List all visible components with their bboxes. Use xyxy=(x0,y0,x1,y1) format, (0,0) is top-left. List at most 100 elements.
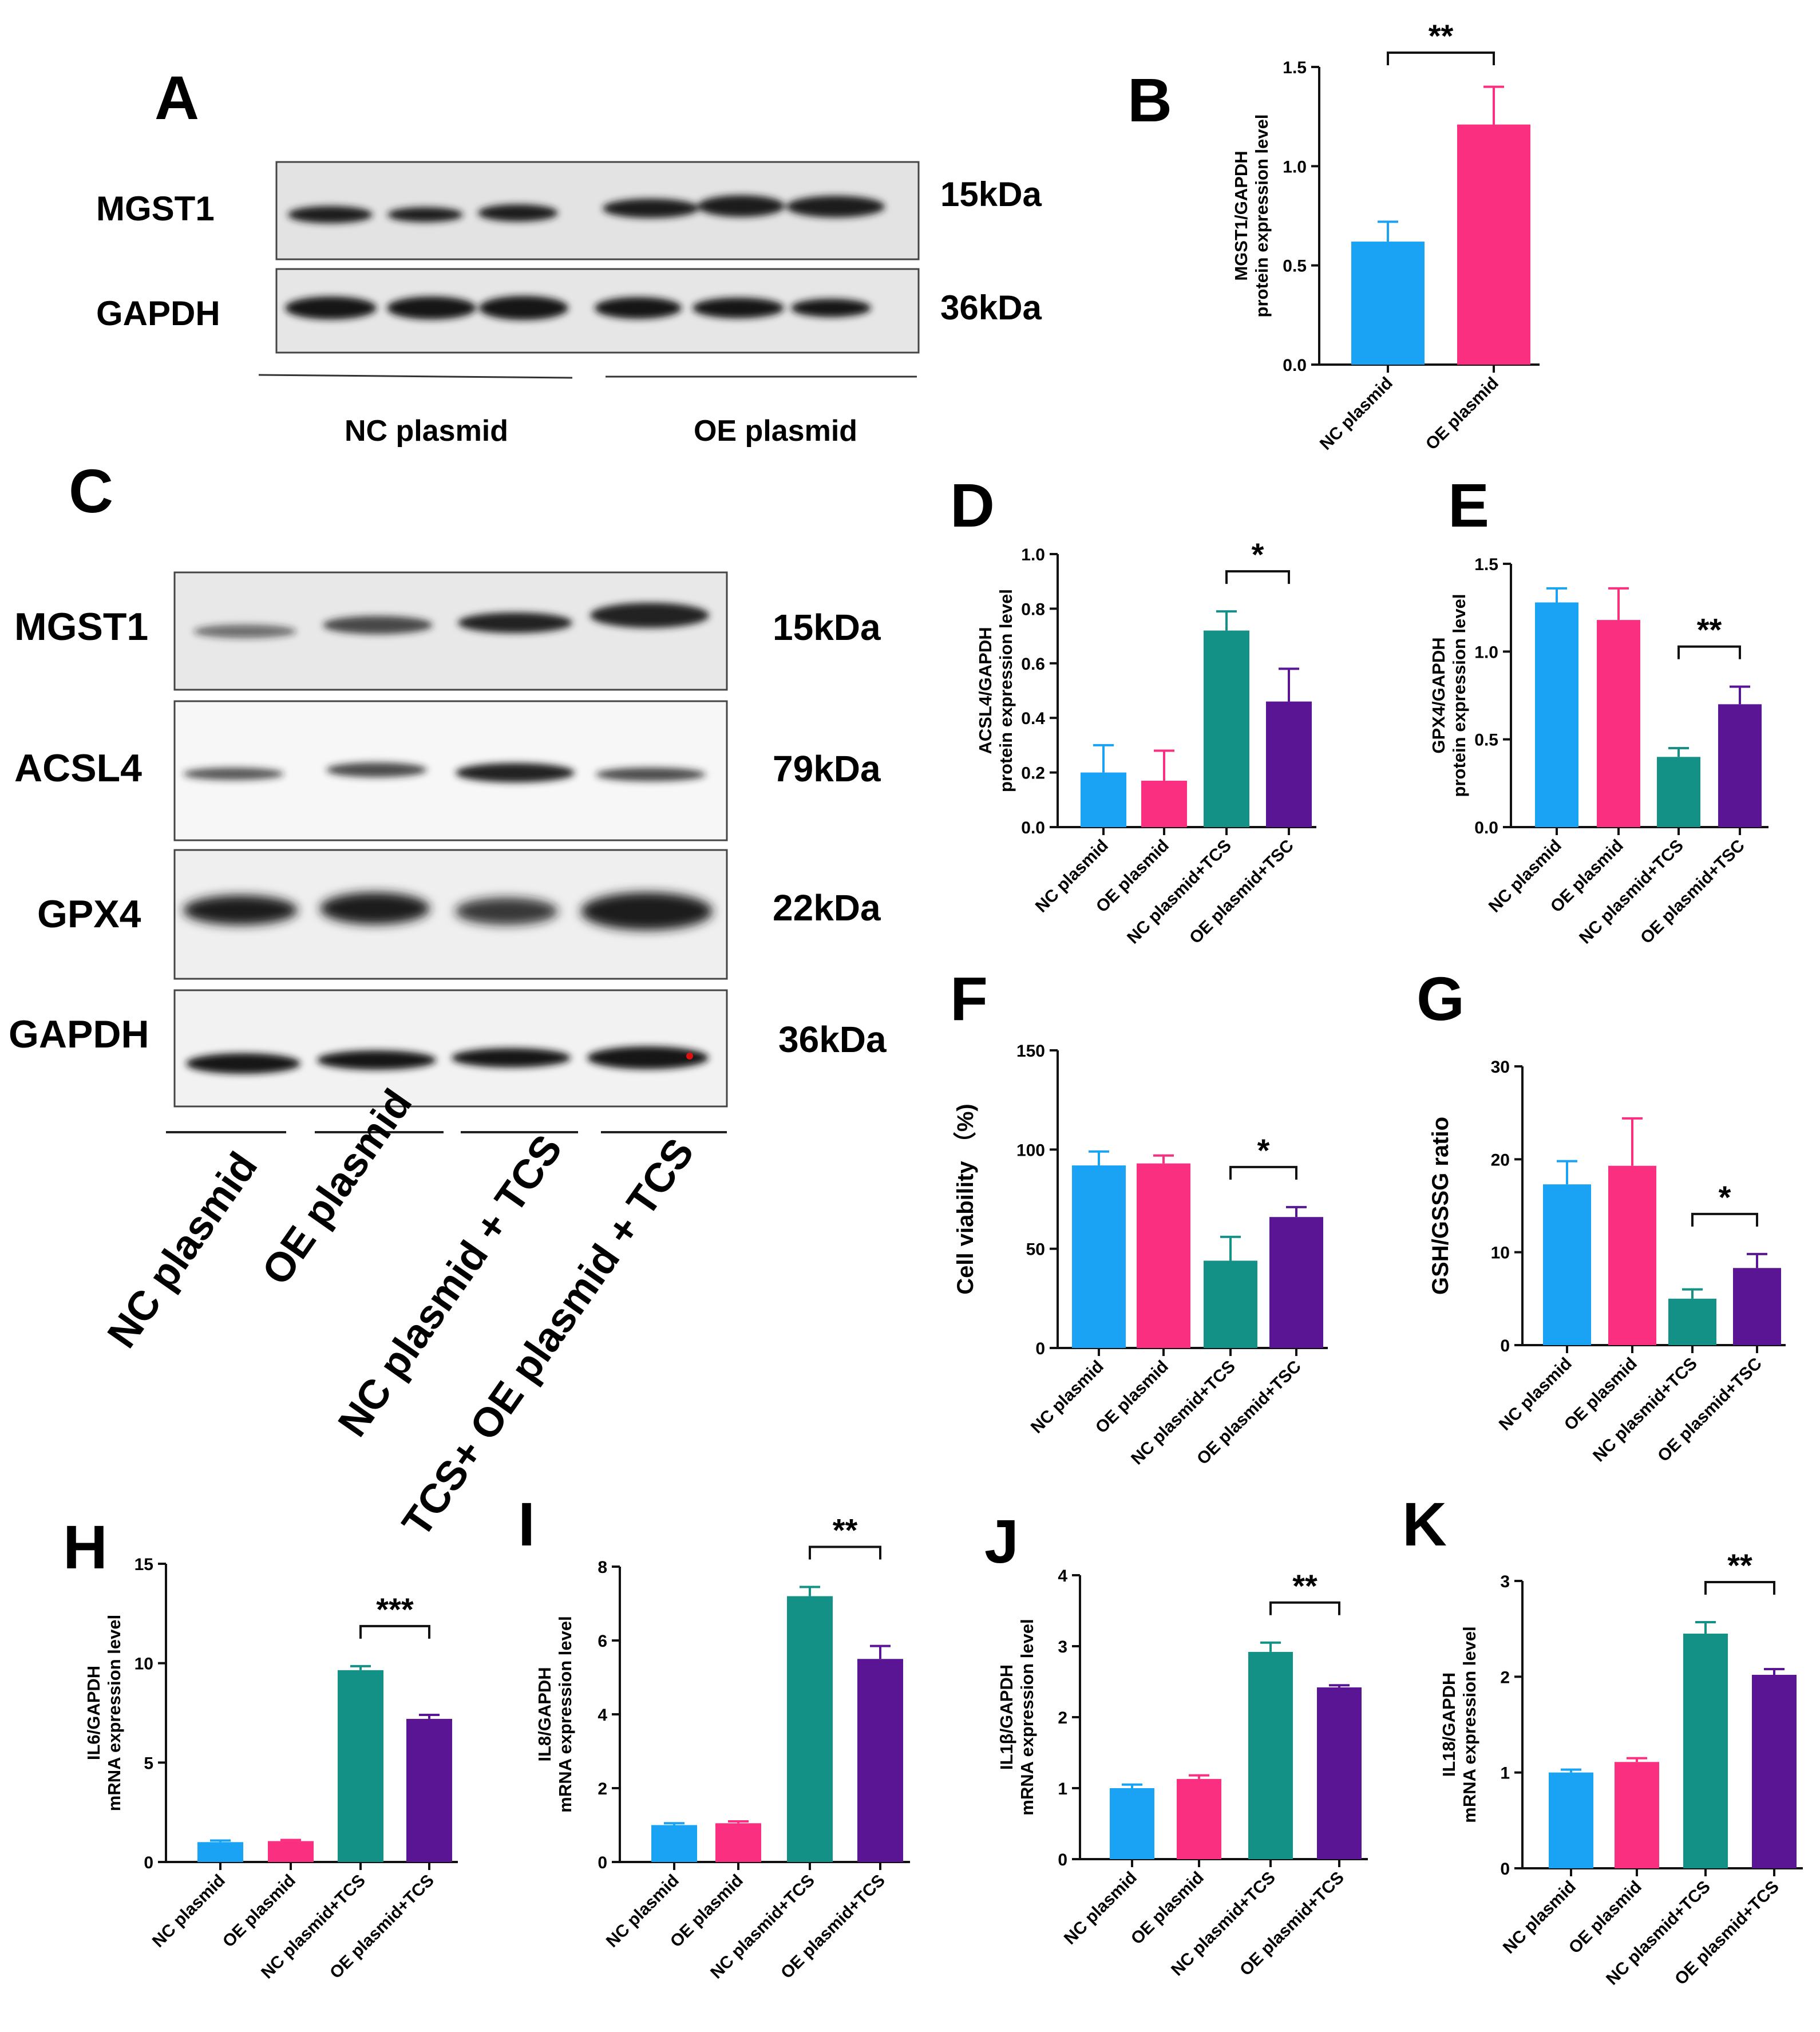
y-tick-label: 3 xyxy=(1500,1572,1510,1591)
band xyxy=(590,603,709,628)
panel-letter-e: E xyxy=(1448,471,1489,540)
y-tick-label: 4 xyxy=(598,1706,607,1725)
y-tick-label: 2 xyxy=(598,1780,607,1798)
bar xyxy=(1141,780,1187,827)
y-axis-label-line: protein expression level xyxy=(1252,114,1272,318)
bar xyxy=(651,1825,697,1862)
band xyxy=(455,898,558,925)
band xyxy=(595,297,682,319)
panel-letter-a: A xyxy=(155,63,199,132)
chart-d: 0.0 0.2 0.4 0.6 0.8 1.0 ACSL4/GAPDHprotein exp… xyxy=(975,536,1316,947)
bar xyxy=(1535,602,1578,827)
y-tick-label: 5 xyxy=(144,1754,153,1773)
y-axis-label-line: IL8/GAPDH xyxy=(535,1667,555,1761)
band xyxy=(581,892,713,930)
y-tick-label: 2 xyxy=(1500,1668,1510,1687)
y-tick-label: 0 xyxy=(144,1853,153,1872)
y-axis-label-line: mRNA expression level xyxy=(555,1616,575,1812)
blot-c-label-acsl4: ACSL4 xyxy=(14,746,142,790)
significance-label: ** xyxy=(1292,1568,1317,1604)
bar xyxy=(1683,1634,1728,1868)
category-label: NC plasmid+TCS xyxy=(1576,836,1687,948)
y-axis-label: IL6/GAPDHmRNA expression level xyxy=(84,1615,124,1811)
band xyxy=(183,768,284,780)
y-axis-label-line: protein expression level xyxy=(1449,594,1469,797)
band xyxy=(320,892,430,924)
significance-label: ** xyxy=(833,1512,858,1548)
bar xyxy=(1457,124,1530,365)
blot-a-kda-gapdh: 36kDa xyxy=(940,288,1042,327)
blot-a-group-nc: NC plasmid xyxy=(345,414,508,448)
blot-c-gpx4-bands xyxy=(183,892,713,930)
blot-c-label-gpx4: GPX4 xyxy=(37,892,141,936)
y-tick-label: 1 xyxy=(1058,1780,1067,1798)
category-label: OE plasmid+TSC xyxy=(1637,836,1748,948)
blot-c-group-nc: NC plasmid xyxy=(99,1144,267,1356)
band xyxy=(317,1050,436,1070)
bar xyxy=(1110,1788,1154,1859)
bar xyxy=(406,1718,452,1862)
y-tick-label: 20 xyxy=(1491,1151,1510,1169)
band xyxy=(603,199,699,218)
band xyxy=(285,297,377,319)
blot-c-kda-gpx4: 22kDa xyxy=(773,887,881,928)
significance-label: *** xyxy=(376,1591,414,1627)
y-axis-label: IL8/GAPDHmRNA expression level xyxy=(535,1616,575,1812)
panel-letter-b: B xyxy=(1127,65,1172,135)
panel-letter-k: K xyxy=(1402,1489,1447,1559)
panel-letter-d: D xyxy=(950,471,995,540)
band xyxy=(478,204,558,222)
blot-c-kda-acsl4: 79kDa xyxy=(773,748,881,789)
bar xyxy=(1752,1674,1797,1868)
y-tick-label: 10 xyxy=(134,1655,153,1674)
y-tick-label: 1 xyxy=(1500,1764,1510,1783)
y-tick-label: 0.4 xyxy=(1021,709,1045,728)
bar xyxy=(1317,1687,1362,1859)
band xyxy=(458,612,572,633)
blot-c-kda-gapdh: 36kDa xyxy=(778,1019,887,1060)
significance-bracket xyxy=(1387,52,1495,65)
panel-letter-h: H xyxy=(63,1512,108,1582)
y-axis-label-line: IL18/GAPDH xyxy=(1439,1673,1459,1777)
band xyxy=(587,1046,709,1069)
significance-label: ** xyxy=(1727,1547,1752,1583)
blot-a: MGST1 GAPDH 15kDa 36kDa NC plasmid OE pl… xyxy=(96,161,1042,448)
chart-b: 0.0 0.5 1.0 1.5 MGST1/GAPDHprotein expressio… xyxy=(1231,18,1540,454)
y-axis-label-line: protein expression level xyxy=(996,589,1016,792)
blot-c-gapdh-bands xyxy=(186,1046,709,1074)
bar xyxy=(268,1841,314,1862)
y-tick-label: 0.0 xyxy=(1474,819,1498,837)
y-axis-label: IL18/GAPDHmRNA expression level xyxy=(1439,1626,1479,1823)
bar xyxy=(1668,1298,1716,1345)
panel-letter-j: J xyxy=(984,1507,1019,1576)
blot-a-kda-mgst1: 15kDa xyxy=(940,175,1042,214)
bar xyxy=(787,1596,833,1862)
y-axis-label-line: MGST1/GAPDH xyxy=(1231,151,1251,280)
bar xyxy=(1204,630,1249,827)
significance-bracket xyxy=(1269,1601,1340,1615)
bar xyxy=(1615,1762,1659,1868)
y-tick-label: 0.0 xyxy=(1021,819,1045,837)
significance-bracket xyxy=(809,1545,881,1560)
blot-c-group-oe: OE plasmid xyxy=(254,1081,421,1293)
y-axis-label-line: IL6/GAPDH xyxy=(84,1666,104,1760)
bar xyxy=(338,1670,383,1862)
y-tick-label: 0.8 xyxy=(1021,600,1045,619)
panel-letter-f: F xyxy=(950,964,988,1033)
band xyxy=(183,895,298,925)
panel-letter-c: C xyxy=(69,456,113,525)
bar xyxy=(1608,1165,1656,1345)
band xyxy=(323,616,433,634)
y-tick-label: 0.0 xyxy=(1283,356,1307,375)
bar xyxy=(1204,1260,1257,1348)
band xyxy=(456,763,575,782)
band xyxy=(786,196,885,218)
y-tick-label: 100 xyxy=(1016,1141,1045,1160)
y-tick-label: 150 xyxy=(1016,1042,1045,1061)
y-tick-label: 0.6 xyxy=(1021,655,1045,674)
blot-c: MGST1 ACSL4 GPX4 GAPDH 15kDa 79kDa 22kDa… xyxy=(9,571,887,1545)
significance-bracket xyxy=(359,1624,430,1639)
panel-letter-g: G xyxy=(1417,964,1465,1033)
band xyxy=(387,297,476,319)
